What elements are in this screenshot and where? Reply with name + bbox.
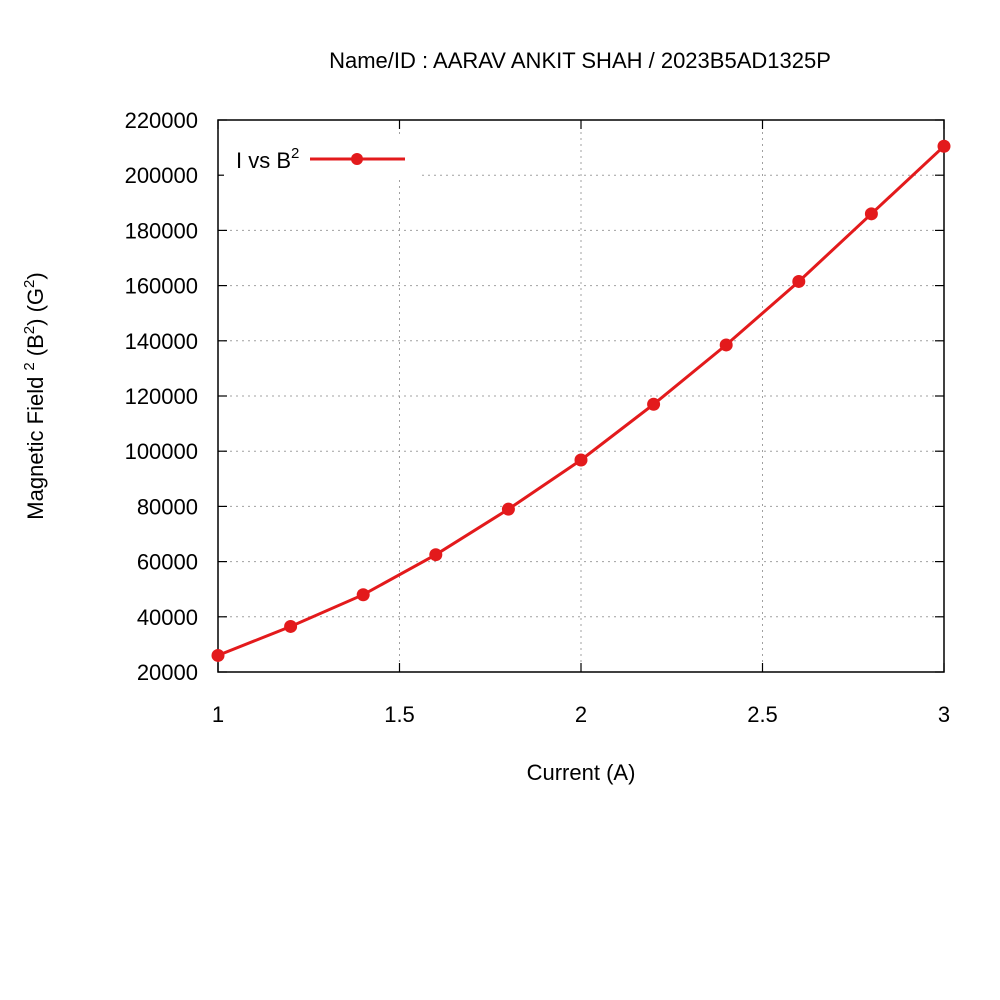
legend-background	[224, 134, 420, 176]
y-label-prefix: Magnetic Field	[23, 377, 48, 520]
data-point	[284, 619, 298, 633]
y-tick-label: 80000	[137, 494, 198, 519]
legend-marker	[351, 153, 363, 165]
x-axis-label: Current (A)	[527, 760, 636, 785]
y-label-middle-a: (B	[23, 334, 48, 362]
x-tick-label: 3	[938, 702, 950, 727]
data-point	[647, 397, 661, 411]
y-label-sup1: 2	[21, 362, 38, 370]
y-tick-label: 40000	[137, 605, 198, 630]
y-tick-label: 200000	[125, 163, 198, 188]
y-tick-label: 160000	[125, 274, 198, 299]
y-axis-label: Magnetic Field2 (B2) (G2)	[21, 272, 48, 519]
y-label-suffix: )	[23, 272, 48, 279]
y-tick-label: 100000	[125, 439, 198, 464]
x-tick-label: 2	[575, 702, 587, 727]
y-tick-labels: 20000 40000 60000 80000 100000 120000 140000 16…	[125, 108, 198, 685]
data-point	[574, 453, 588, 467]
data-point	[429, 548, 443, 562]
legend: I vs B2	[224, 134, 420, 176]
y-tick-label: 60000	[137, 550, 198, 575]
x-tick-label: 1	[212, 702, 224, 727]
legend-label: I vs B2	[236, 145, 299, 173]
y-tick-label: 20000	[137, 660, 198, 685]
data-point	[937, 139, 951, 153]
y-tick-label: 220000	[125, 108, 198, 133]
y-label-middle-b: ) (G	[23, 288, 48, 326]
data-point	[356, 588, 370, 602]
y-label-sup3: 2	[21, 280, 38, 288]
data-point	[792, 274, 806, 288]
x-tick-labels: 1 1.5 2 2.5 3	[212, 702, 950, 727]
data-point	[719, 338, 733, 352]
grid	[218, 120, 944, 672]
y-label-sup2: 2	[21, 326, 38, 334]
y-tick-label: 140000	[125, 329, 198, 354]
data-point	[501, 502, 515, 516]
data-point	[864, 207, 878, 221]
axis-ticks	[217, 119, 945, 673]
series	[211, 139, 951, 662]
y-tick-label: 120000	[125, 384, 198, 409]
x-tick-label: 1.5	[384, 702, 415, 727]
data-point	[211, 648, 225, 662]
x-tick-label: 2.5	[747, 702, 778, 727]
y-tick-label: 180000	[125, 218, 198, 243]
chart-title: Name/ID : AARAV ANKIT SHAH / 2023B5AD132…	[329, 48, 831, 73]
